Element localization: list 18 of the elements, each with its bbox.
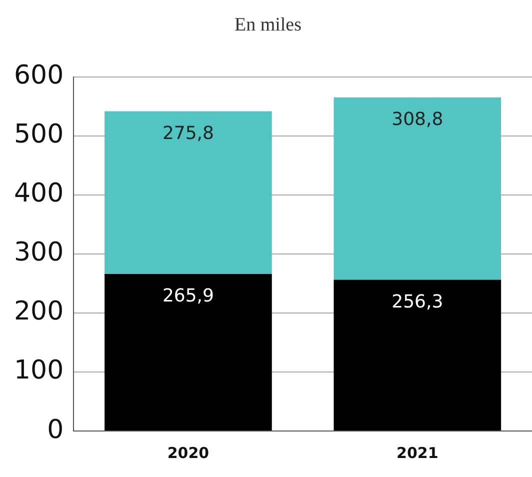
y-tick-label: 200 <box>14 296 64 327</box>
bar <box>104 274 272 430</box>
y-tick-label: 600 <box>14 60 64 91</box>
x-tick-label: 2020 <box>167 444 210 462</box>
data-label: 308,8 <box>392 109 444 130</box>
data-label: 275,8 <box>162 122 214 144</box>
x-tick-label: 2021 <box>396 444 438 462</box>
bar <box>104 111 272 274</box>
chart-title: En miles <box>234 14 302 36</box>
y-tick-label: 400 <box>14 178 64 209</box>
y-tick-label: 300 <box>14 238 64 268</box>
bar <box>334 97 502 280</box>
data-label: 256,3 <box>392 291 444 312</box>
y-tick-label: 0 <box>47 414 64 445</box>
data-label: 265,9 <box>162 286 214 307</box>
bar <box>334 280 502 430</box>
y-tick-label: 500 <box>14 120 64 150</box>
y-tick-label: 100 <box>14 356 64 386</box>
